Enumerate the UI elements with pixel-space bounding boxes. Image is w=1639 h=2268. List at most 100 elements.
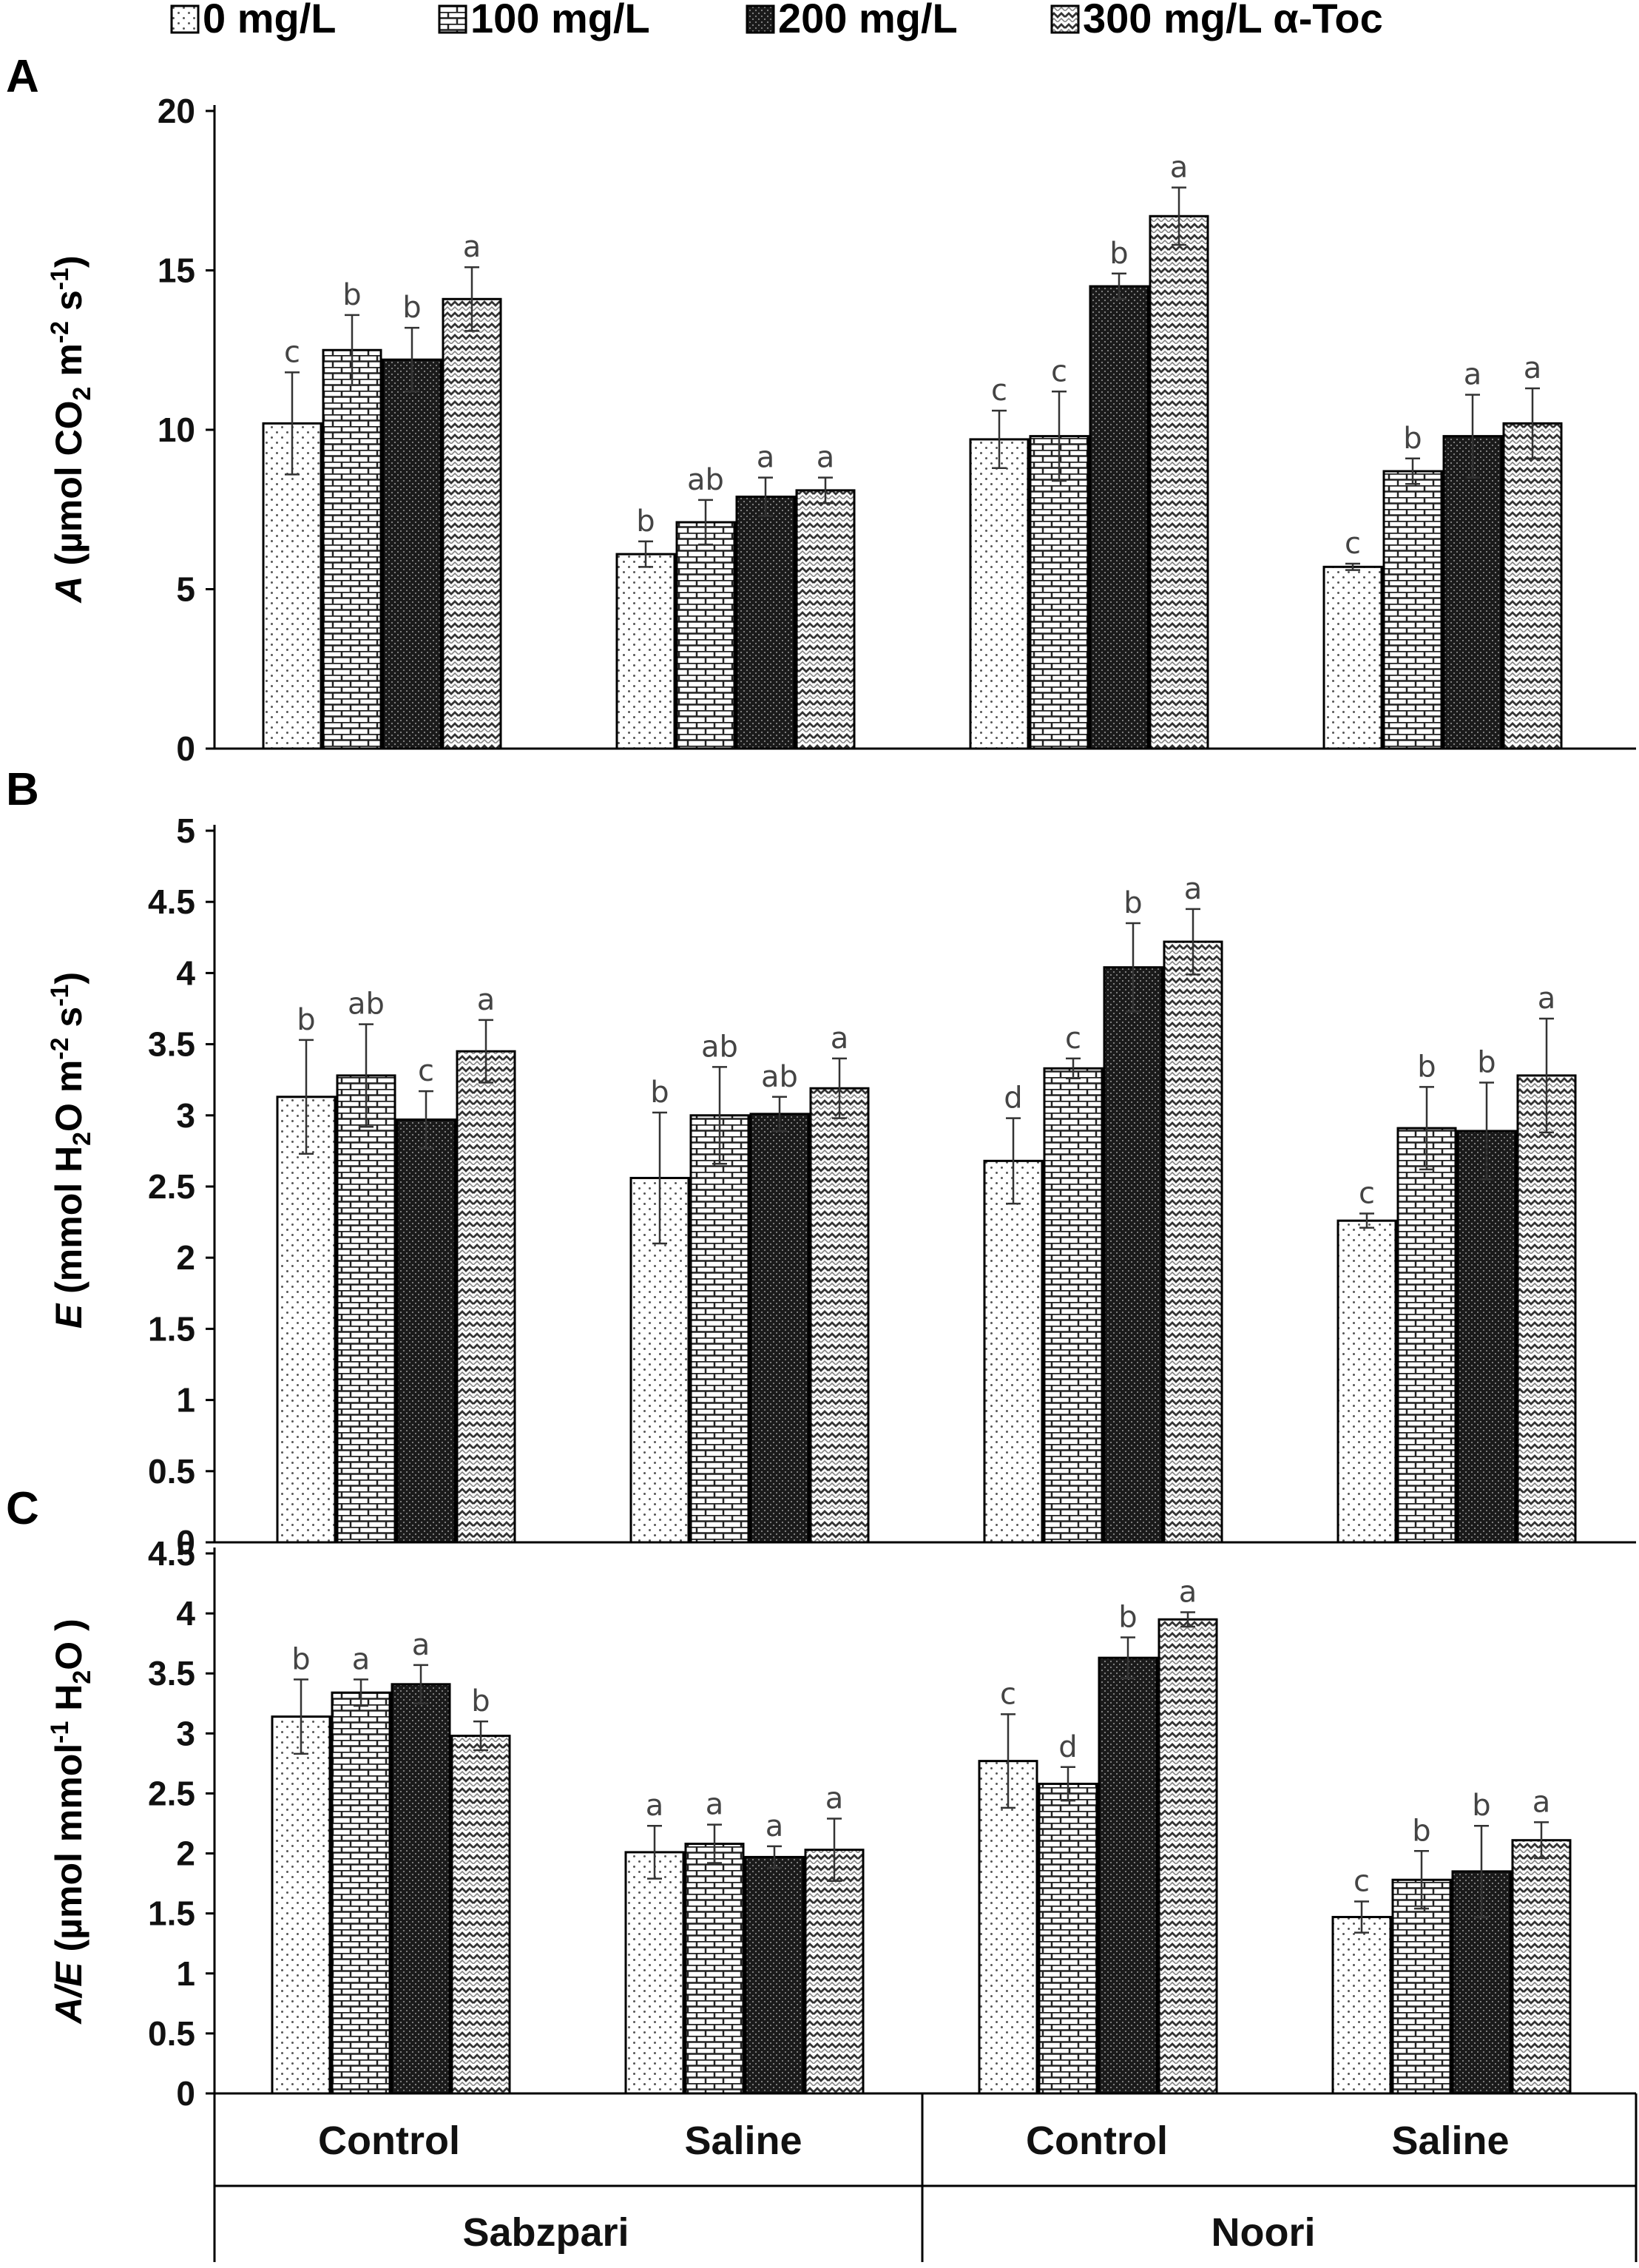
group-label-noori-control: Control bbox=[1026, 2119, 1168, 2163]
panel-c-ylabel: A/E (µmol mmol-1 H2O ) bbox=[46, 1619, 96, 2025]
legend-label-0: 0 mg/L bbox=[203, 0, 336, 41]
panel-a-ytick-label: 0 bbox=[176, 729, 195, 768]
panel-b-bar-0-2 bbox=[396, 1118, 456, 1544]
panel-b-sig-letter: ab bbox=[348, 988, 385, 1022]
panel-c-bar-1-2 bbox=[744, 1855, 805, 2095]
panel-c-ytick-label: 1 bbox=[176, 1954, 195, 1993]
panel-a-ytick-label: 15 bbox=[158, 252, 195, 290]
panel-c-ytick-label: 3.5 bbox=[148, 1654, 195, 1692]
panel-c-sig-letter: a bbox=[352, 1642, 371, 1676]
panel-a-sig-letter: b bbox=[402, 291, 421, 325]
panel-a-sig-letter: a bbox=[1524, 351, 1542, 385]
legend-item-2: 200 mg/L bbox=[746, 0, 958, 41]
panel-c-ytick-label: 3 bbox=[176, 1714, 195, 1752]
panel-c-ytick-label: 0.5 bbox=[148, 2014, 195, 2053]
panel-c-sig-letter: b bbox=[1118, 1601, 1137, 1635]
panel-b-bar-0-0 bbox=[276, 1096, 337, 1544]
panel-b-ytick-label: 4.5 bbox=[148, 882, 195, 921]
cultivar-label-noori: Noori bbox=[1211, 2210, 1316, 2255]
panel-a-sig-letter: a bbox=[1464, 358, 1482, 392]
panel-b-bar-2-3 bbox=[1163, 940, 1223, 1544]
panel-a-letter: A bbox=[6, 51, 39, 102]
panel-a-bar-2-0 bbox=[969, 438, 1030, 750]
panel-b-ytick-label: 1.5 bbox=[148, 1309, 195, 1348]
panel-c-bar-1-3 bbox=[804, 1849, 865, 2095]
legend-item-0: 0 mg/L bbox=[170, 0, 336, 41]
panel-b-bar-1-2 bbox=[749, 1113, 810, 1544]
panel-b-bar-2-2 bbox=[1103, 966, 1163, 1544]
panel-b-letter: B bbox=[6, 764, 39, 815]
panel-b-sig-letter: c bbox=[418, 1054, 434, 1088]
panel-c-ytick-label: 4 bbox=[176, 1594, 195, 1633]
panel-c-sig-letter: b bbox=[1412, 1814, 1430, 1848]
panel-c-bar-0-0 bbox=[271, 1715, 331, 2095]
panel-b-bar-3-2 bbox=[1456, 1130, 1517, 1544]
panel-a-bar-1-0 bbox=[615, 553, 676, 750]
panel-c-sig-letter: c bbox=[1000, 1677, 1016, 1711]
panel-b-ytick-label: 4 bbox=[176, 954, 195, 992]
panel-b-bar-0-1 bbox=[336, 1074, 396, 1544]
panel-a-sig-letter: a bbox=[817, 441, 835, 475]
panel-c-sig-letter: d bbox=[1058, 1730, 1077, 1764]
panel-c-sig-letter: a bbox=[412, 1628, 430, 1662]
group-label-sabzpari-saline: Saline bbox=[684, 2119, 802, 2163]
panel-c-sig-letter: b bbox=[1472, 1789, 1490, 1823]
panel-c-sig-letter: c bbox=[1354, 1864, 1370, 1898]
panel-c-bar-0-1 bbox=[331, 1691, 391, 2095]
panel-b-ytick-label: 2.5 bbox=[148, 1167, 195, 1206]
panel-b-sig-letter: b bbox=[1417, 1050, 1436, 1084]
panel-c-sig-letter: a bbox=[646, 1789, 664, 1823]
panel-b-ytick-label: 0.5 bbox=[148, 1452, 195, 1491]
panel-c-sig-letter: b bbox=[291, 1642, 310, 1676]
panel-a-sig-letter: a bbox=[757, 441, 775, 475]
panel-b-bar-3-3 bbox=[1516, 1074, 1577, 1544]
panel-b-bar-2-1 bbox=[1043, 1067, 1104, 1544]
panel-c-bar-3-1 bbox=[1391, 1878, 1452, 2095]
panel-c-sig-letter: a bbox=[706, 1788, 724, 1822]
panel-c-sig-letter: b bbox=[471, 1684, 490, 1718]
panel-a-bar-3-0 bbox=[1322, 565, 1383, 750]
panel-b-ytick-label: 5 bbox=[176, 811, 195, 850]
panel-b-sig-letter: ab bbox=[761, 1060, 798, 1094]
panel-a-sig-letter: b bbox=[1403, 422, 1422, 456]
panel-b-bar-0-3 bbox=[456, 1050, 516, 1544]
panel-b-sig-letter: b bbox=[1477, 1046, 1496, 1080]
legend-item-3: 300 mg/L α-Toc bbox=[1050, 0, 1383, 41]
panel-a-bar-0-0 bbox=[262, 422, 322, 750]
cultivar-label-sabzpari: Sabzpari bbox=[462, 2210, 629, 2255]
panel-b-bar-3-1 bbox=[1396, 1127, 1457, 1544]
panel-a-ytick-label: 10 bbox=[158, 411, 195, 449]
panel-a-bar-2-2 bbox=[1089, 285, 1149, 750]
panel-a-bar-0-3 bbox=[442, 297, 502, 750]
group-label-noori-saline: Saline bbox=[1391, 2119, 1509, 2163]
panel-b-sig-letter: a bbox=[1538, 982, 1556, 1016]
panel-b-sig-letter: b bbox=[1123, 886, 1142, 920]
panel-b-sig-letter: a bbox=[1184, 872, 1203, 906]
panel-a-bar-2-3 bbox=[1149, 215, 1209, 750]
panel-a-sig-letter: c bbox=[991, 374, 1007, 408]
panel-b-sig-letter: d bbox=[1004, 1081, 1022, 1116]
panel-a-bar-0-2 bbox=[382, 358, 442, 750]
panel-c-bar-2-1 bbox=[1038, 1782, 1098, 2095]
panel-a-bar-3-2 bbox=[1442, 435, 1503, 750]
panel-a-bar-1-1 bbox=[675, 521, 736, 750]
panel-a-sig-letter: b bbox=[1109, 237, 1128, 271]
panel-b-sig-letter: c bbox=[1065, 1022, 1081, 1056]
panel-c-ytick-label: 0 bbox=[176, 2074, 195, 2113]
panel-c-sig-letter: a bbox=[766, 1809, 784, 1843]
panel-a-bar-0-1 bbox=[322, 348, 382, 750]
panel-a-ytick-label: 20 bbox=[158, 92, 195, 130]
panel-b-sig-letter: b bbox=[650, 1076, 669, 1110]
panel-a-sig-letter: c bbox=[1345, 527, 1361, 561]
panel-a-bar-1-3 bbox=[795, 489, 856, 750]
panel-b-sig-letter: b bbox=[297, 1003, 315, 1037]
panel-c: C A/E (µmol mmol-1 H2O ) 0 0.5 1 1.5 2 2.5 3 3.… bbox=[6, 1483, 1636, 2113]
panel-b: B E (mmol H2O m-2 s-1) 0 0.5 1 1.5 2 2.5 3 3.5 4… bbox=[6, 764, 1636, 1562]
panel-c-bar-3-0 bbox=[1331, 1916, 1392, 2095]
panel-a-bar-2-1 bbox=[1029, 435, 1089, 750]
panel-a-sig-letter: ab bbox=[687, 463, 724, 497]
panel-c-bar-2-0 bbox=[978, 1760, 1038, 2095]
panel-a-sig-letter: b bbox=[342, 278, 361, 312]
panel-c-letter: C bbox=[6, 1483, 39, 1534]
